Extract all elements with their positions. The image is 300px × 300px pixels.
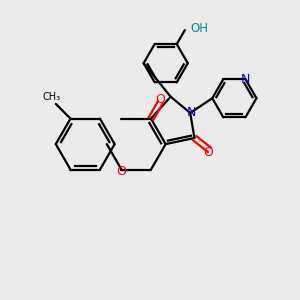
Text: N: N <box>187 106 196 119</box>
Text: O: O <box>156 93 166 106</box>
Text: CH₃: CH₃ <box>42 92 60 102</box>
Text: N: N <box>241 73 250 85</box>
Text: OH: OH <box>190 22 208 35</box>
Text: O: O <box>117 165 126 178</box>
Text: O: O <box>203 146 213 159</box>
